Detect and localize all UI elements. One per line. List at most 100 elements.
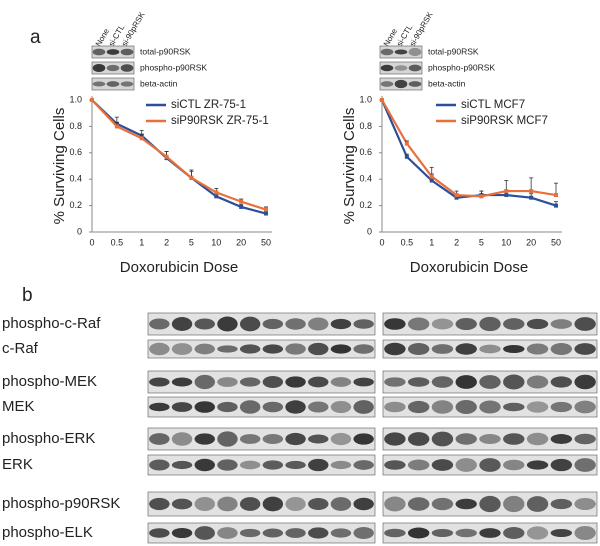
- blot-band: [194, 526, 215, 540]
- blot-band: [574, 458, 596, 472]
- blot-band: [574, 374, 596, 390]
- point: [454, 195, 459, 200]
- x-axis-title: Doxorubicin Dose: [120, 259, 238, 276]
- point: [189, 175, 194, 180]
- y-tick-label: 0: [367, 226, 372, 236]
- blot-label: phospho-c-Raf: [2, 315, 101, 332]
- blot-band: [479, 316, 501, 332]
- point: [239, 199, 244, 204]
- blot-band: [384, 401, 406, 413]
- blot-band: [217, 316, 238, 332]
- blot-band: [171, 460, 193, 470]
- point: [429, 178, 434, 183]
- blot-band: [217, 345, 238, 353]
- blot-band: [550, 401, 573, 413]
- blot-band: [330, 400, 352, 414]
- x-tick-label: 2: [454, 237, 459, 247]
- blot-band: [353, 527, 374, 539]
- x-tick-label: 20: [236, 237, 246, 247]
- blot-band: [380, 81, 394, 87]
- blot-band: [308, 342, 329, 356]
- point: [554, 193, 558, 198]
- blot-band: [455, 375, 477, 389]
- blot-band: [384, 432, 406, 446]
- blot-band: [149, 459, 170, 471]
- blot-band: [194, 374, 215, 390]
- blot-band: [262, 460, 284, 470]
- x-tick-label: 2: [164, 237, 169, 247]
- point: [90, 98, 94, 102]
- blot-band: [407, 400, 430, 414]
- x-tick-label: 0: [379, 237, 384, 247]
- point: [139, 136, 144, 141]
- blot-band: [431, 400, 454, 414]
- blot-label: total-p90RSK: [140, 46, 191, 56]
- blot-band: [239, 316, 261, 332]
- blot-band: [194, 343, 215, 355]
- blot-band: [479, 344, 501, 354]
- blot-band: [407, 527, 430, 539]
- legend-label: siCTL MCF7: [461, 99, 525, 111]
- blot-band: [194, 496, 215, 512]
- blot-band: [106, 81, 120, 87]
- blot-band: [455, 400, 477, 414]
- blot-band: [149, 433, 170, 445]
- blot-band: [574, 317, 596, 331]
- blot-band: [330, 318, 352, 330]
- blot-band: [353, 377, 374, 387]
- blot-band: [194, 318, 215, 330]
- blot-band: [330, 377, 352, 387]
- blot-band: [431, 431, 454, 447]
- blot-band: [526, 460, 549, 470]
- x-axis-title: Doxorubicin Dose: [410, 259, 528, 276]
- blot-band: [262, 401, 284, 413]
- point: [504, 189, 509, 194]
- blot-band: [285, 400, 306, 414]
- x-tick-label: 10: [211, 237, 221, 247]
- point: [380, 98, 384, 102]
- blot-band: [408, 64, 422, 72]
- blot-band: [330, 344, 352, 354]
- blot-label: phospho-ELK: [2, 524, 93, 541]
- blot-label: beta-actin: [428, 78, 466, 88]
- blot-band: [550, 528, 573, 538]
- blot-band: [479, 400, 501, 414]
- blot-band: [239, 460, 261, 470]
- blot-band: [285, 528, 306, 538]
- series-line: [91, 99, 267, 211]
- point: [404, 141, 409, 146]
- blot-band: [574, 343, 596, 355]
- blot-band: [330, 497, 352, 511]
- blot-band: [239, 528, 261, 538]
- blot-band: [407, 497, 430, 511]
- blot-band: [262, 344, 284, 354]
- blot-band: [217, 377, 238, 387]
- blot-band: [217, 401, 238, 413]
- y-tick-label: 0.4: [359, 174, 372, 184]
- y-tick-label: 0.8: [359, 121, 372, 131]
- blot-band: [353, 460, 374, 470]
- blot-label: ERK: [2, 456, 33, 473]
- blot-band: [503, 495, 525, 513]
- blot-band: [353, 400, 374, 414]
- blot-band: [407, 432, 430, 446]
- blot-band: [239, 400, 261, 414]
- blot-band: [285, 497, 306, 511]
- blot-band: [171, 498, 193, 510]
- blot-band: [308, 434, 329, 444]
- blot-band: [353, 319, 374, 329]
- blot-band: [380, 64, 394, 72]
- blot-band: [92, 81, 106, 87]
- y-tick-label: 1.0: [359, 94, 372, 104]
- blot-band: [479, 528, 501, 538]
- blot-band: [407, 377, 430, 387]
- y-tick-label: 0.2: [359, 200, 372, 210]
- blot-band: [149, 318, 170, 330]
- blot-band: [431, 318, 454, 330]
- blot-band: [526, 375, 549, 389]
- y-tick-label: 0.8: [69, 121, 82, 131]
- y-tick-label: 0.2: [69, 200, 82, 210]
- panel-label: b: [22, 285, 33, 306]
- point: [479, 194, 484, 199]
- blot-band: [308, 401, 329, 413]
